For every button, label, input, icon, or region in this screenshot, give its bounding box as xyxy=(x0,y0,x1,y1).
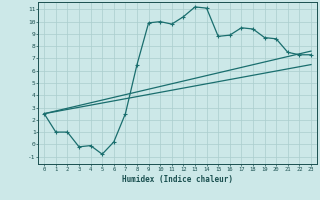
X-axis label: Humidex (Indice chaleur): Humidex (Indice chaleur) xyxy=(122,175,233,184)
